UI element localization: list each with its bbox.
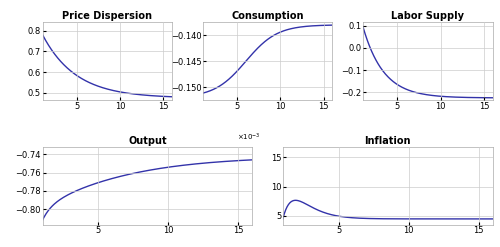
Title: Inflation: Inflation [364, 136, 411, 146]
Text: $\times 10^{-3}$: $\times 10^{-3}$ [236, 132, 260, 143]
Title: Price Dispersion: Price Dispersion [62, 11, 152, 21]
Title: Consumption: Consumption [231, 11, 304, 21]
Title: Output: Output [128, 136, 166, 146]
Title: Labor Supply: Labor Supply [391, 11, 464, 21]
